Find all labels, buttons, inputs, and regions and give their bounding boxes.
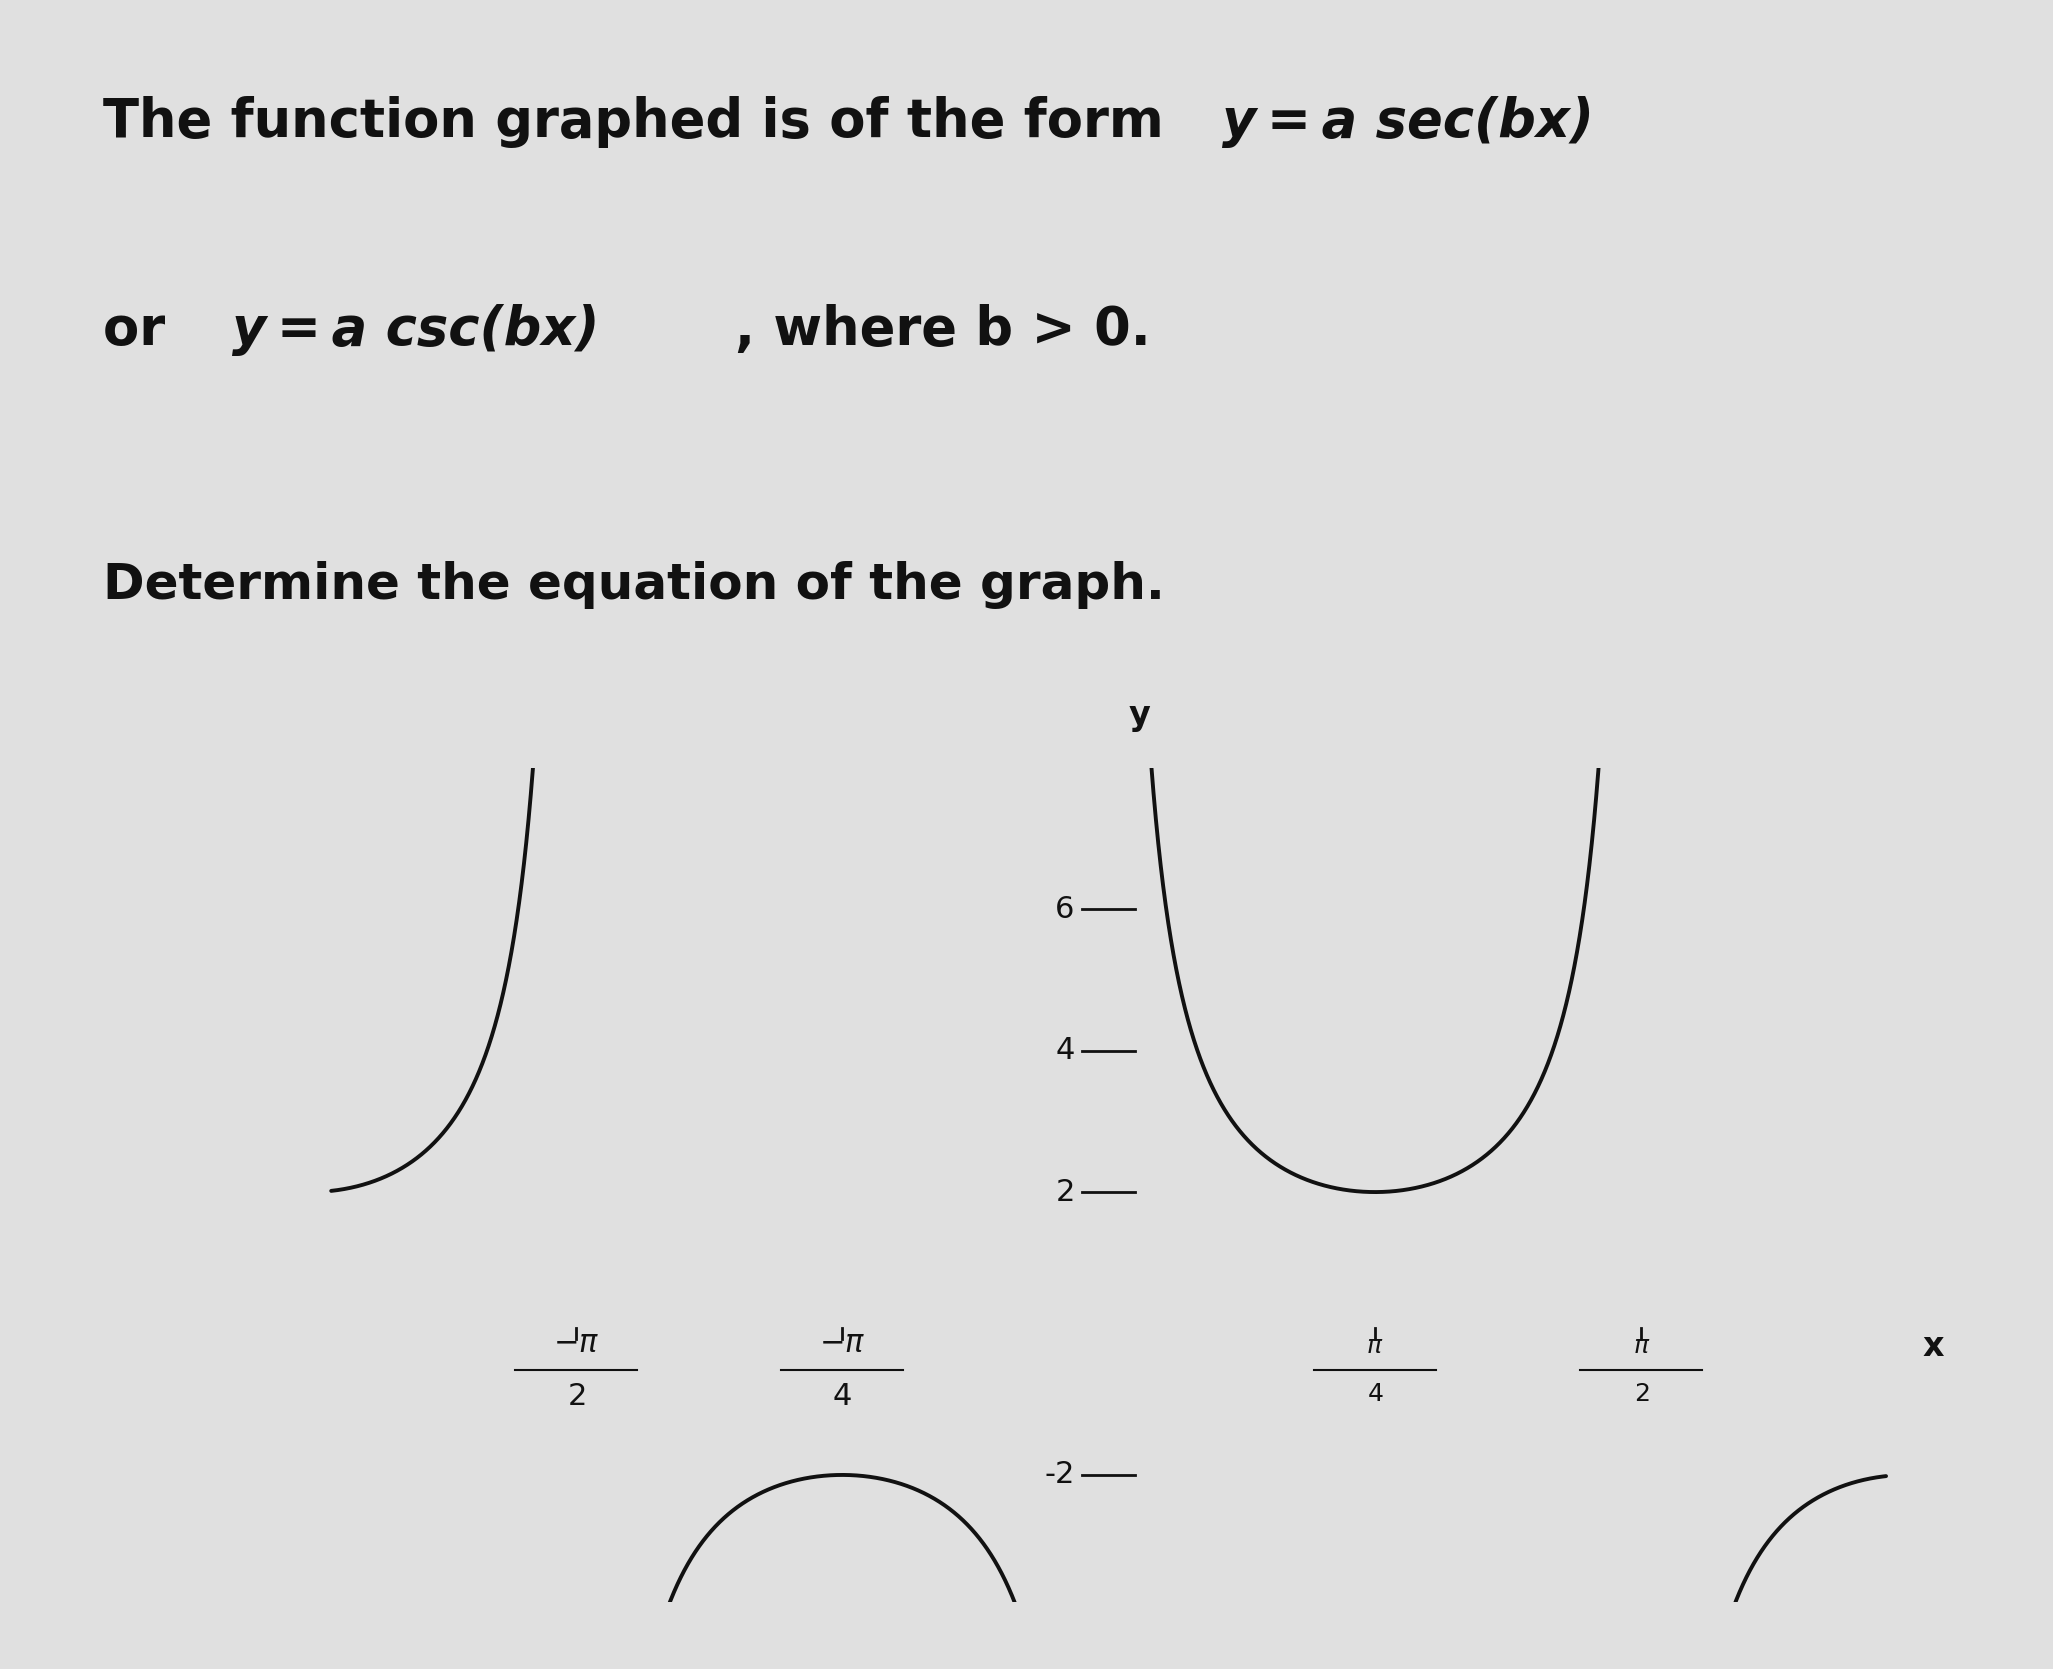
- Text: $\pi$: $\pi$: [1632, 1334, 1651, 1359]
- Text: Determine the equation of the graph.: Determine the equation of the graph.: [103, 561, 1164, 609]
- Text: $2$: $2$: [1634, 1382, 1649, 1405]
- Text: $4$: $4$: [831, 1382, 852, 1410]
- Text: x: x: [1924, 1330, 1944, 1362]
- Text: $-\pi$: $-\pi$: [552, 1329, 599, 1359]
- Text: $2$: $2$: [567, 1382, 585, 1410]
- Text: y: y: [1129, 699, 1150, 733]
- Text: y = a sec(b​x): y = a sec(b​x): [1222, 97, 1593, 149]
- Text: or: or: [103, 304, 183, 357]
- Text: , where b > 0.: , where b > 0.: [735, 304, 1152, 357]
- Text: $-\pi$: $-\pi$: [819, 1329, 866, 1359]
- Text: 4: 4: [1055, 1036, 1074, 1065]
- Text: 2: 2: [1055, 1178, 1074, 1207]
- Text: -2: -2: [1045, 1460, 1074, 1489]
- Text: $4$: $4$: [1367, 1382, 1384, 1405]
- Text: y = a csc(b​x): y = a csc(b​x): [232, 304, 599, 357]
- Text: The function graphed is of the form: The function graphed is of the form: [103, 97, 1183, 149]
- Text: 6: 6: [1055, 895, 1074, 923]
- Text: $\pi$: $\pi$: [1367, 1334, 1384, 1359]
